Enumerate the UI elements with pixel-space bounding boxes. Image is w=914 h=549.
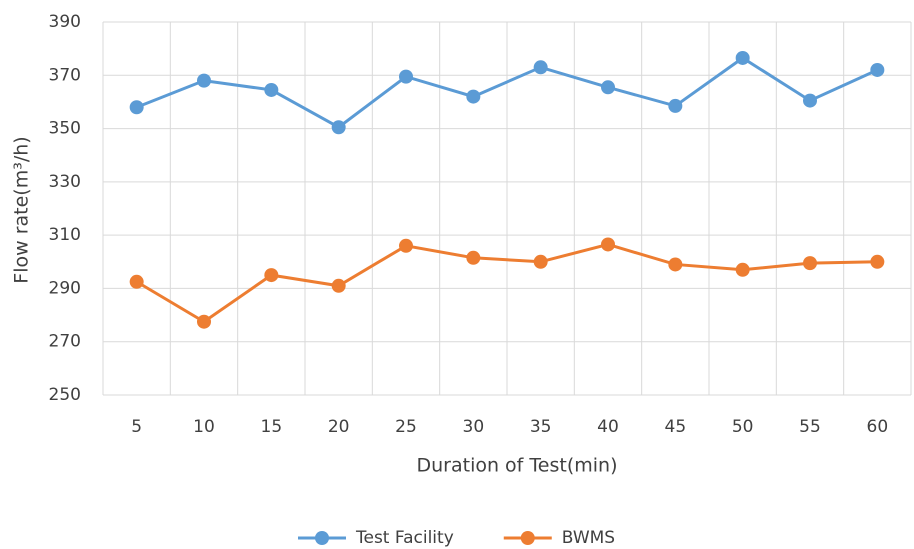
point xyxy=(197,314,211,329)
x-tick-label: 35 xyxy=(530,417,552,437)
y-tick-label: 350 xyxy=(49,119,81,139)
series-line xyxy=(135,242,878,324)
point xyxy=(870,254,885,269)
point xyxy=(735,50,750,65)
y-tick-label: 330 xyxy=(49,172,81,192)
point xyxy=(533,254,548,269)
x-tick-label: 10 xyxy=(193,417,215,437)
point xyxy=(331,278,346,293)
point xyxy=(466,250,481,265)
point xyxy=(803,93,817,108)
point xyxy=(331,120,346,135)
point xyxy=(264,268,279,283)
point xyxy=(601,237,615,252)
y-tick-label: 390 xyxy=(49,12,81,32)
point xyxy=(533,60,548,75)
y-tick-label: 270 xyxy=(49,332,81,352)
x-tick-label: 60 xyxy=(867,417,889,437)
y-axis-title: Flow rate(m³/h) xyxy=(11,136,33,283)
series-line xyxy=(136,56,878,130)
x-tick-label: 5 xyxy=(131,417,142,437)
point xyxy=(264,82,279,97)
point xyxy=(129,100,144,115)
y-tick-label: 250 xyxy=(49,385,81,405)
y-tick-label: 310 xyxy=(49,225,81,245)
point xyxy=(399,238,413,253)
point xyxy=(129,274,144,289)
x-tick-label: 15 xyxy=(261,417,283,437)
point xyxy=(197,73,211,88)
x-tick-label: 50 xyxy=(732,417,754,437)
legend-marker xyxy=(520,531,535,545)
y-tick-label: 370 xyxy=(49,65,81,85)
x-tick-label: 55 xyxy=(799,417,821,437)
x-tick-label: 45 xyxy=(665,417,687,437)
point xyxy=(399,69,413,84)
y-tick-label: 290 xyxy=(49,278,81,298)
x-tick-label: 30 xyxy=(463,417,485,437)
point xyxy=(466,89,481,104)
x-tick-label: 20 xyxy=(328,417,350,437)
point xyxy=(870,62,885,77)
point xyxy=(668,98,683,113)
x-axis-title: Duration of Test(min) xyxy=(417,455,618,477)
x-tick-label: 40 xyxy=(597,417,619,437)
point xyxy=(803,256,817,271)
legend-marker xyxy=(315,531,329,545)
point xyxy=(668,257,683,272)
x-tick-label: 25 xyxy=(395,417,417,437)
legend-label: BWMS xyxy=(562,528,615,548)
point xyxy=(601,80,615,95)
legend-label: Test Facility xyxy=(355,528,454,548)
point xyxy=(735,262,750,277)
